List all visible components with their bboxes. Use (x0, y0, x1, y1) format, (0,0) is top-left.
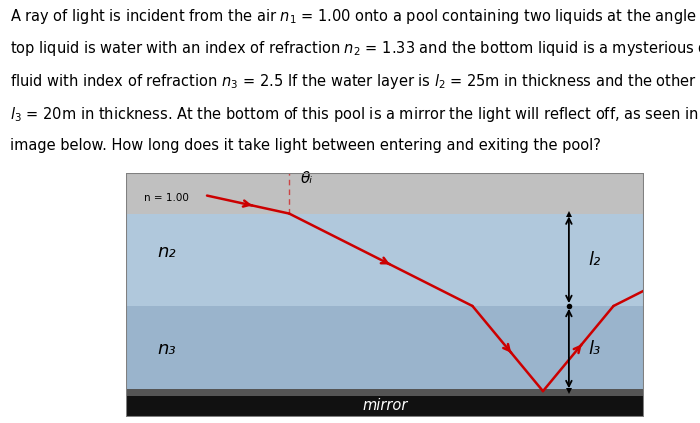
Text: fluid with index of refraction $n_3$ = 2.5 If the water layer is $l_2$ = 25m in : fluid with index of refraction $n_3$ = 2… (10, 72, 700, 91)
Bar (126, 173, 644, 214)
Bar (126, 391, 644, 417)
Text: n₂: n₂ (157, 244, 176, 261)
Text: l₂: l₂ (589, 251, 601, 269)
Text: θᵢ: θᵢ (300, 170, 313, 186)
Bar (126, 306, 644, 391)
Bar (126, 214, 644, 306)
Text: n₃: n₃ (157, 340, 176, 357)
Bar (126, 389, 644, 396)
Text: $l_3$ = 20m in thickness. At the bottom of this pool is a mirror the light will : $l_3$ = 20m in thickness. At the bottom … (10, 105, 700, 124)
Text: mirror: mirror (363, 398, 407, 413)
Text: n = 1.00: n = 1.00 (144, 193, 189, 203)
Text: l₃: l₃ (589, 340, 601, 357)
Text: top liquid is water with an index of refraction $n_2$ = 1.33 and the bottom liqu: top liquid is water with an index of ref… (10, 39, 700, 58)
Text: image below. How long does it take light between entering and exiting the pool?: image below. How long does it take light… (10, 138, 601, 153)
Text: A ray of light is incident from the air $n_1$ = 1.00 onto a pool containing two : A ray of light is incident from the air … (10, 6, 700, 26)
